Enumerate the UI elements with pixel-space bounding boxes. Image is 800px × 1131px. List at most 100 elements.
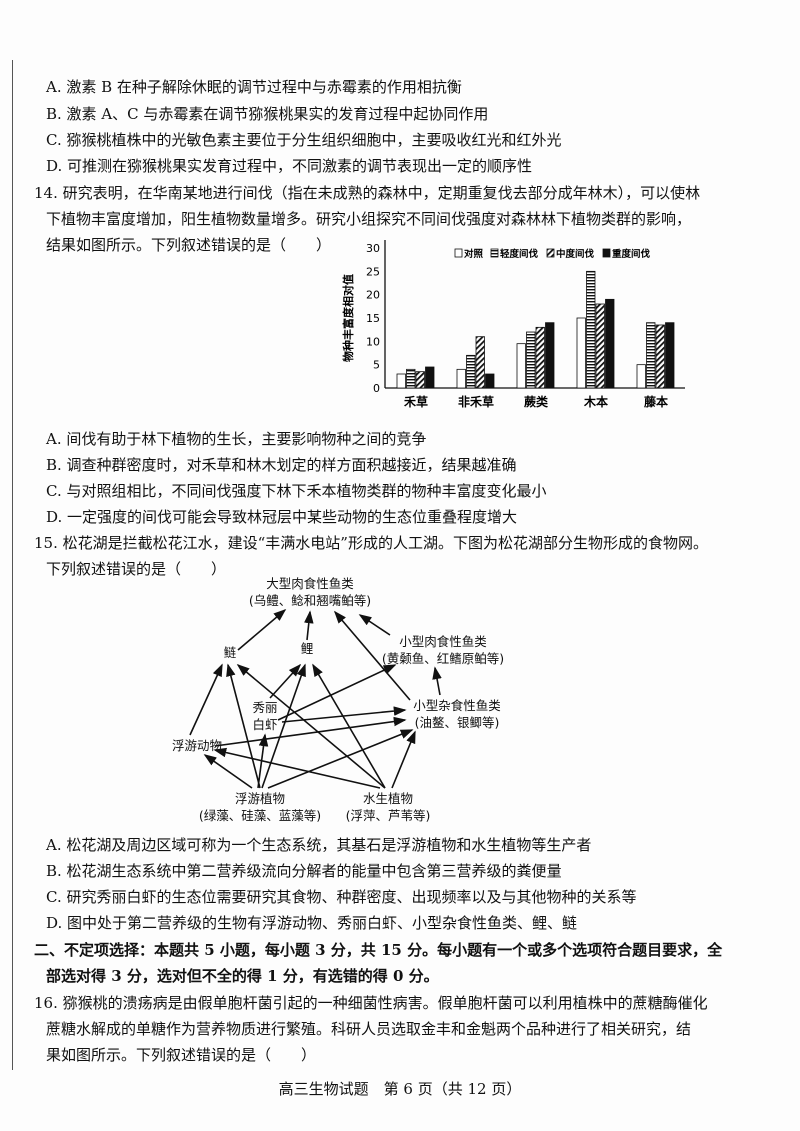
q14-option-c: C. 与对照组相比，不同间伐强度下林下禾本植物类群的物种丰富度变化最小 bbox=[46, 482, 547, 500]
q16-stem: 蔗糖水解成的单糖作为营养物质进行繁殖。科研人员选取金丰和金魁两个品种进行了相关研… bbox=[46, 1020, 692, 1038]
legend-swatch bbox=[546, 248, 555, 258]
legend-swatch bbox=[454, 248, 463, 258]
food-web-arrow bbox=[213, 747, 381, 789]
x-tick-label: 蕨类 bbox=[524, 394, 549, 409]
legend-swatch bbox=[602, 248, 611, 258]
bar-轻度间伐 bbox=[466, 354, 476, 389]
node-small-carnivorous-fish: 小型肉食性鱼类 bbox=[399, 634, 487, 649]
food-web-arrow bbox=[281, 706, 407, 723]
q14-stem: 下植物丰富度增加，阳生植物数量增多。研究小组探究不同间伐强度对森林林下植物类群的… bbox=[46, 210, 692, 228]
food-web-arrow bbox=[203, 754, 253, 789]
node-aquatic-plants: 水生植物 bbox=[363, 791, 413, 806]
legend-label: 重度间伐 bbox=[612, 248, 651, 260]
x-tick-label: 藤本 bbox=[643, 394, 668, 409]
bar-重度间伐 bbox=[545, 322, 555, 389]
bar-中度间伐 bbox=[535, 326, 545, 389]
q15-option-a: A. 松花湖及周边区域可称为一个生态系统，其基石是浮游植物和水生植物等生产者 bbox=[46, 836, 592, 854]
node-small-carnivorous-fish-examples: (黄颡鱼、红鳍原鲌等) bbox=[382, 651, 504, 666]
x-tick-label: 木本 bbox=[583, 394, 608, 409]
node-phytoplankton-examples: (绿藻、硅藻、蓝藻等) bbox=[199, 808, 321, 823]
bar-重度间伐 bbox=[605, 298, 615, 389]
q15-option-b: B. 松花湖生态系统中第二营养级流向分解者的能量中包含第三营养级的粪便量 bbox=[46, 862, 562, 880]
q14-option-a: A. 间伐有助于林下植物的生长，主要影响物种之间的竞争 bbox=[46, 430, 427, 448]
food-web-arrow bbox=[391, 730, 416, 789]
x-tick-label: 禾草 bbox=[404, 394, 428, 409]
y-tick-label: 5 bbox=[373, 359, 380, 372]
margin-line bbox=[12, 60, 13, 1070]
food-web-arrow bbox=[236, 663, 386, 789]
q16-stem: 果如图所示。下列叙述错误的是（ ） bbox=[46, 1046, 317, 1064]
bar-中度间伐 bbox=[415, 371, 425, 389]
y-tick-label: 0 bbox=[373, 382, 380, 395]
food-web-arrow bbox=[214, 716, 407, 747]
q14-stem: 14. 研究表明，在华南某地进行间伐（指在未成熟的森林中，定期重复伐去部分成年林… bbox=[34, 184, 701, 202]
x-tick-label: 非禾草 bbox=[458, 394, 494, 409]
bar-重度间伐 bbox=[485, 373, 495, 389]
q13-option-a: A. 激素 B 在种子解除休眠的调节过程中与赤霉素的作用相抗衡 bbox=[46, 78, 462, 96]
node-shrimp: 秀丽 bbox=[252, 700, 277, 715]
legend-swatch bbox=[490, 248, 499, 258]
food-web-arrow bbox=[237, 608, 287, 651]
q15-stem: 下列叙述错误的是（ ） bbox=[46, 560, 227, 578]
food-web-diagram: 大型肉食性鱼类 (乌鳢、鲶和翘嘴鲌等) 鲢 鲤 小型肉食性鱼类 (黄颡鱼、红鳍原… bbox=[172, 576, 504, 823]
bar-对照 bbox=[516, 343, 526, 389]
bar-轻度间伐 bbox=[526, 331, 536, 389]
y-tick-label: 20 bbox=[366, 289, 380, 302]
bar-对照 bbox=[396, 373, 406, 389]
q16-stem: 16. 猕猴桃的溃疡病是由假单胞杆菌引起的一种细菌性病害。假单胞杆菌可以利用植株… bbox=[34, 994, 708, 1012]
y-tick-label: 10 bbox=[366, 335, 380, 348]
food-web-arrow bbox=[226, 663, 261, 789]
node-small-omnivorous-fish: 小型杂食性鱼类 bbox=[413, 698, 501, 713]
y-tick-label: 30 bbox=[366, 242, 380, 255]
bar-对照 bbox=[456, 368, 466, 389]
node-aquatic-plants-examples: (浮萍、芦苇等) bbox=[346, 808, 431, 823]
legend-label: 中度间伐 bbox=[556, 248, 595, 260]
food-web-arrow bbox=[261, 663, 306, 789]
food-web-arrow bbox=[267, 729, 414, 789]
node-small-omnivorous-fish-examples: (油鳌、银鲫等) bbox=[415, 715, 500, 730]
bar-中度间伐 bbox=[595, 303, 605, 389]
node-big-carnivorous-fish: 大型肉食性鱼类 bbox=[266, 576, 354, 591]
section-2-heading: 二、不定项选择：本题共 5 小题，每小题 3 分，共 15 分。每小题有一个或多… bbox=[34, 941, 723, 959]
legend-label: 轻度间伐 bbox=[500, 248, 539, 260]
food-web-arrow bbox=[358, 614, 391, 636]
node-carp: 鲤 bbox=[301, 641, 314, 656]
food-web-arrow bbox=[269, 663, 302, 699]
bar-轻度间伐 bbox=[586, 270, 596, 389]
node-phytoplankton: 浮游植物 bbox=[235, 791, 285, 806]
food-web-arrow bbox=[277, 664, 397, 721]
food-web-arrow bbox=[312, 663, 386, 789]
bar-对照 bbox=[576, 317, 586, 389]
q15-stem: 15. 松花湖是拦截松花江水，建设“丰满水电站”形成的人工湖。下图为松花湖部分生… bbox=[34, 534, 708, 552]
node-big-carnivorous-fish-examples: (乌鳢、鲶和翘嘴鲌等) bbox=[249, 593, 371, 608]
q14-option-b: B. 调查种群密度时，对禾草和林木划定的样方面积越接近，结果越准确 bbox=[46, 456, 517, 474]
food-web-arrow bbox=[432, 666, 442, 696]
legend-label: 对照 bbox=[464, 248, 484, 260]
section-2-heading: 部选对得 3 分，选对但不全的得 1 分，有选错的得 0 分。 bbox=[46, 967, 439, 985]
y-tick-label: 25 bbox=[366, 265, 380, 278]
q13-option-c: C. 猕猴桃植株中的光敏色素主要位于分生组织细胞中，主要吸收红光和红外光 bbox=[46, 131, 562, 149]
q14-option-d: D. 一定强度的间伐可能会导致林冠层中某些动物的生态位重叠程度增大 bbox=[46, 508, 518, 526]
bar-对照 bbox=[636, 364, 646, 389]
q14-stem: 结果如图所示。下列叙述错误的是（ ） bbox=[46, 236, 332, 254]
q15-option-c: C. 研究秀丽白虾的生态位需要研究其食物、种群密度、出现频率以及与其他物种的关系… bbox=[46, 888, 637, 906]
node-shrimp-2: 白虾 bbox=[252, 717, 277, 732]
bar-中度间伐 bbox=[475, 336, 485, 389]
food-web-arrow bbox=[304, 610, 314, 641]
q15-option-d: D. 图中处于第二营养级的生物有浮游动物、秀丽白虾、小型杂食性鱼类、鲤、鲢 bbox=[46, 914, 578, 932]
bar-轻度间伐 bbox=[646, 322, 656, 389]
q13-option-d: D. 可推测在猕猴桃果实发育过程中，不同激素的调节表现出一定的顺序性 bbox=[46, 157, 533, 175]
bar-中度间伐 bbox=[655, 324, 665, 389]
page-footer: 高三生物试题 第 6 页（共 12 页） bbox=[278, 1080, 522, 1098]
node-zooplankton: 浮游动物 bbox=[172, 738, 222, 753]
food-web-arrow bbox=[189, 663, 223, 736]
bar-轻度间伐 bbox=[406, 368, 416, 389]
y-axis-label: 物种丰富度相对值 bbox=[341, 274, 355, 362]
bar-重度间伐 bbox=[665, 322, 675, 389]
bar-重度间伐 bbox=[425, 366, 435, 389]
food-web-arrow bbox=[333, 610, 411, 701]
q13-option-b: B. 激素 A、C 与赤霉素在调节猕猴桃果实的发育过程中起协同作用 bbox=[46, 105, 489, 123]
node-silver-carp: 鲢 bbox=[224, 645, 237, 660]
